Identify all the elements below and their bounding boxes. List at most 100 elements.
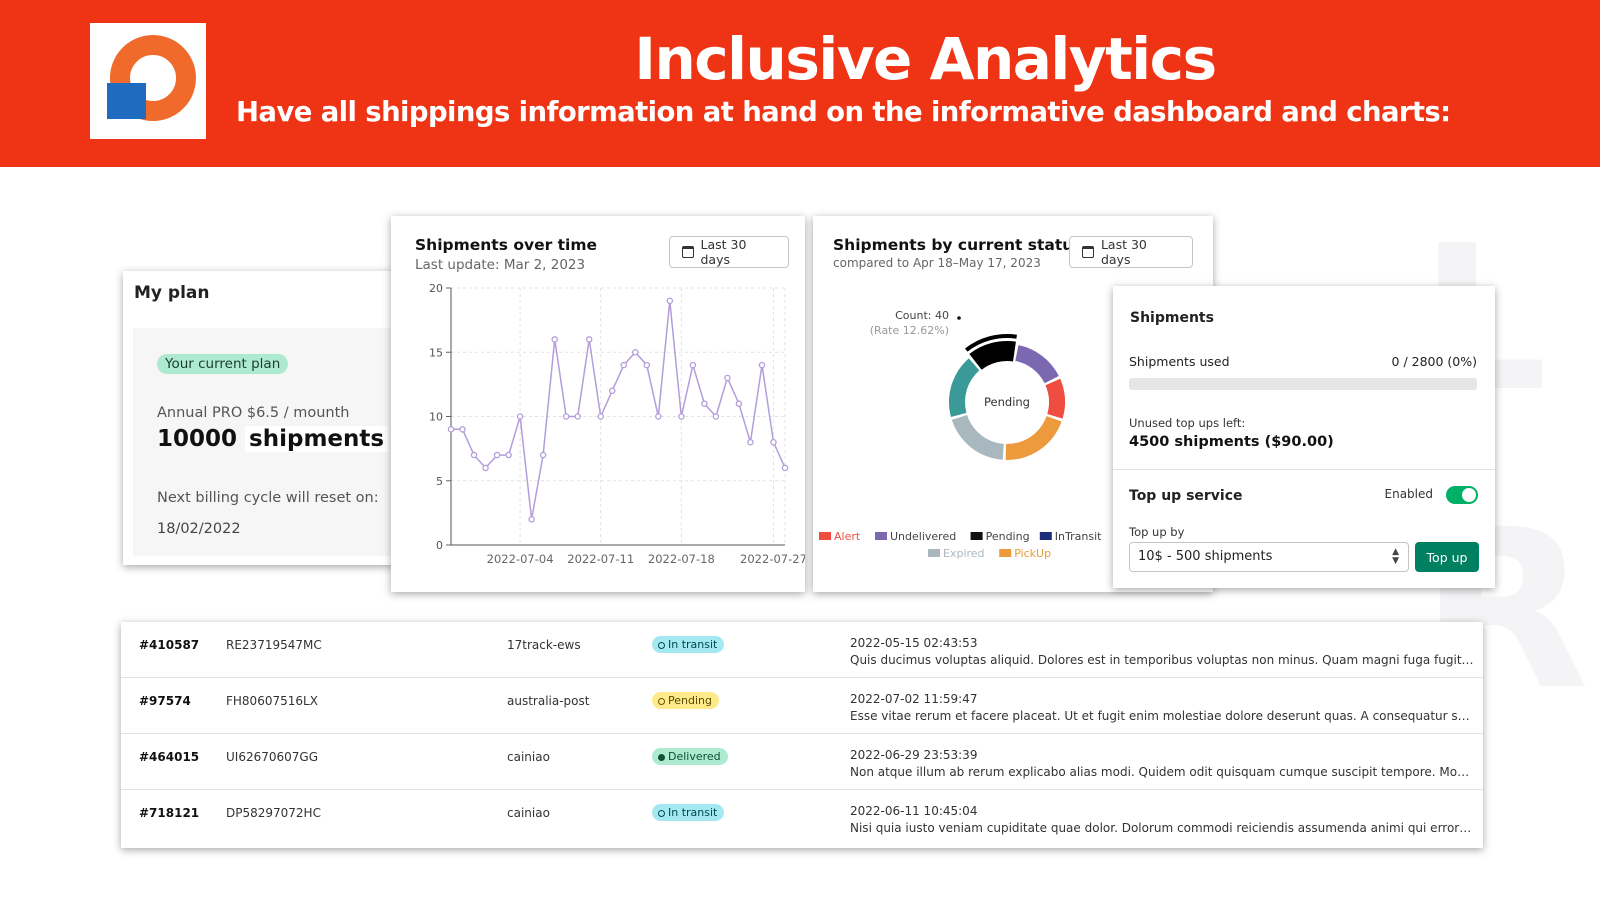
- data-point: [689, 361, 697, 369]
- data-point: [781, 464, 789, 472]
- data-point: [620, 361, 628, 369]
- order-id[interactable]: #410587: [139, 638, 200, 652]
- data-point: [528, 516, 535, 523]
- order-id[interactable]: #464015: [139, 750, 200, 764]
- topup-button[interactable]: Top up: [1415, 542, 1479, 572]
- carrier: 17track-ews: [507, 638, 581, 652]
- x-tick-label: 2022-07-18: [648, 552, 715, 566]
- shipments-used-progress: [1129, 378, 1477, 390]
- x-tick-label: 2022-07-11: [567, 552, 634, 566]
- status-badge: Delivered: [652, 748, 728, 765]
- order-id[interactable]: #97574: [139, 694, 191, 708]
- shipments-over-time-subtitle: Last update: Mar 2, 2023: [415, 257, 586, 273]
- plan-name: Annual PRO $6.5 / mounth: [157, 405, 350, 421]
- legend-label: InTransit: [1055, 530, 1102, 543]
- plan-shipments-unit: shipments: [245, 426, 389, 452]
- legend-swatch: [970, 532, 983, 540]
- donut-slice-undelivered: [1015, 345, 1059, 384]
- y-tick-label: 15: [429, 346, 443, 359]
- calendar-icon: [682, 246, 694, 258]
- shipments-used-value: 0 / 2800 (0%): [1391, 354, 1477, 369]
- tooltip-dot: [957, 316, 961, 320]
- data-point: [655, 413, 662, 420]
- data-point: [678, 413, 685, 420]
- donut-slice-alert: [1045, 378, 1065, 419]
- legend-swatch: [928, 549, 940, 557]
- description: Nisi quia iusto veniam cupiditate quae d…: [850, 821, 1474, 835]
- banner: Inclusive Analytics Have all shippings i…: [0, 0, 1600, 167]
- data-point: [562, 413, 570, 420]
- plan-shipments-number: 10000: [157, 426, 238, 452]
- legend-swatch: [999, 549, 1012, 557]
- data-point: [597, 413, 604, 420]
- x-tick-label: 2022-07-27: [740, 552, 805, 566]
- data-point: [539, 451, 547, 459]
- line-chart: 0 5 10 15 20 2022-07-04 2022-07-11 2022-07-18 20…: [429, 282, 805, 566]
- timestamp: 2022-06-29 23:53:39: [850, 748, 978, 762]
- unused-topups-label: Unused top ups left:: [1129, 416, 1246, 430]
- data-point: [470, 451, 478, 459]
- shipments-by-status-title: Shipments by current status: [833, 236, 1083, 254]
- banner-subtitle: Have all shippings information at hand o…: [236, 96, 1451, 128]
- data-point: [482, 464, 489, 472]
- table-row[interactable]: #718121 DP58297072HC cainiao In transit …: [121, 790, 1483, 846]
- table-row[interactable]: #97574 FH80607516LX australia-post Pendi…: [121, 678, 1483, 734]
- data-point: [643, 361, 651, 369]
- shipments-used-label: Shipments used: [1129, 354, 1230, 369]
- topup-toggle[interactable]: [1446, 486, 1478, 504]
- data-point: [770, 438, 777, 446]
- donut-center-label: Pending: [984, 395, 1030, 409]
- status-date-range-button[interactable]: Last 30 days: [1069, 236, 1193, 268]
- plan-shipments: 10000 shipments: [157, 426, 389, 452]
- divider: [1113, 469, 1495, 470]
- topup-status-label: Enabled: [1384, 487, 1434, 501]
- description: Quis ducimus voluptas aliquid. Dolores e…: [850, 653, 1474, 667]
- table-row[interactable]: #464015 UI62670607GG cainiao Delivered 2…: [121, 734, 1483, 790]
- data-point: [724, 374, 731, 382]
- donut-slice-expired: [951, 414, 1004, 460]
- my-plan-title: My plan: [134, 283, 210, 303]
- shipments-over-time-card: Shipments over time Last update: Mar 2, …: [391, 216, 805, 592]
- legend-label: Undelivered: [890, 530, 956, 543]
- carrier: cainiao: [507, 806, 550, 820]
- legend-label: PickUp: [1014, 547, 1051, 560]
- legend-swatch: [875, 532, 887, 540]
- banner-title: Inclusive Analytics: [634, 25, 1217, 93]
- donut-chart: Pending Count: 40 (Rate 12.62%) Alert Undeli…: [819, 309, 1102, 560]
- timestamp: 2022-07-02 11:59:47: [850, 692, 978, 706]
- next-billing-label: Next billing cycle will reset on:: [157, 490, 379, 506]
- date-range-button[interactable]: Last 30 days: [669, 236, 789, 268]
- donut-slice-pending: [969, 341, 1016, 370]
- data-point: [735, 400, 743, 407]
- carrier: australia-post: [507, 694, 590, 708]
- data-point: [459, 426, 466, 433]
- data-point: [608, 387, 616, 395]
- current-plan-panel: Your current plan Annual PRO $6.5 / moun…: [133, 328, 395, 556]
- donut-slice-intransit: [949, 358, 980, 417]
- order-id[interactable]: #718121: [139, 806, 200, 820]
- timestamp: 2022-05-15 02:43:53: [850, 636, 978, 650]
- status-badge: Pending: [652, 692, 719, 709]
- data-point: [712, 413, 720, 420]
- shipments-usage-card: Shipments Shipments used 0 / 2800 (0%) U…: [1113, 286, 1495, 588]
- data-point: [505, 451, 512, 459]
- x-tick-label: 2022-07-04: [487, 552, 554, 566]
- tracking-number: RE23719547MC: [226, 638, 322, 652]
- calendar-icon: [1082, 246, 1094, 258]
- table-row[interactable]: #410587 RE23719547MC 17track-ews In tran…: [121, 622, 1483, 678]
- data-point: [493, 451, 501, 459]
- data-point: [585, 336, 593, 343]
- legend-swatch: [1039, 532, 1052, 540]
- shipments-table: #410587 RE23719547MC 17track-ews In tran…: [121, 622, 1483, 848]
- topup-select[interactable]: 10$ - 500 shipments ▲ ▼: [1129, 542, 1409, 572]
- tooltip-rate: (Rate 12.62%): [870, 324, 949, 337]
- donut-slice-highlight: [964, 334, 1017, 352]
- legend-swatch: [819, 532, 831, 540]
- app-logo: [90, 23, 206, 139]
- topup-by-label: Top up by: [1129, 525, 1185, 539]
- status-badge: In transit: [652, 804, 725, 821]
- y-tick-label: 5: [436, 475, 443, 488]
- data-point: [574, 413, 581, 420]
- shipments-card-title: Shipments: [1130, 310, 1214, 326]
- series-line: [451, 300, 786, 520]
